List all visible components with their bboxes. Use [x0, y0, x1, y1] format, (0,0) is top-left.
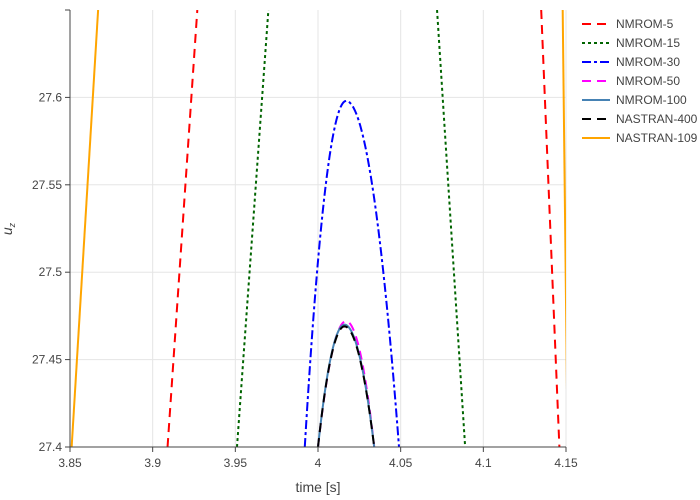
y-axis-title-subscript: z	[7, 222, 17, 228]
legend-item[interactable]: NASTRAN-400	[582, 112, 698, 126]
series-line	[303, 99, 401, 447]
legend-item[interactable]: NMROM-100	[582, 93, 687, 107]
legend-label: NMROM-5	[616, 17, 674, 31]
legend-item[interactable]: NMROM-50	[582, 74, 680, 88]
legend-label: NASTRAN-400	[616, 112, 698, 126]
series-line	[436, 10, 467, 447]
y-tick-label: 27.45	[32, 353, 62, 367]
series-line	[70, 10, 100, 447]
legend-label: NMROM-50	[616, 74, 680, 88]
series-line	[317, 325, 376, 447]
legend-item[interactable]: NMROM-15	[582, 36, 680, 50]
axes: 3.85 3.9 3.95 4 4.05 4.1 4.15 27.4 27.45 27.5 27.5…	[32, 9, 578, 470]
x-tick-label: 3.9	[144, 456, 161, 470]
legend-label: NMROM-100	[616, 93, 687, 107]
legend-label: NMROM-15	[616, 36, 680, 50]
y-tick-label: 27.4	[39, 440, 63, 454]
x-tick-label: 3.95	[224, 456, 248, 470]
legend-item[interactable]: NMROM-30	[582, 55, 680, 69]
x-tick-label: 4.05	[389, 456, 413, 470]
legend-item[interactable]: NASTRAN-109	[582, 131, 698, 145]
series-line	[166, 10, 199, 447]
y-axis-title: uz	[0, 222, 17, 235]
y-tick-label: 27.6	[39, 90, 63, 104]
x-axis-title: time [s]	[295, 479, 340, 495]
x-tick-label: 4.1	[475, 456, 492, 470]
series-line	[540, 10, 561, 447]
series-lines	[70, 10, 566, 447]
legend: NMROM-5 NMROM-15 NMROM-30 NMROM-50 NMROM-100…	[582, 17, 698, 145]
y-tick-label: 27.55	[32, 178, 62, 192]
x-tick-label: 4	[315, 456, 322, 470]
legend-label: NMROM-30	[616, 55, 680, 69]
y-axis-title-base: u	[0, 227, 15, 235]
x-tick-label: 3.85	[58, 456, 82, 470]
series-line	[561, 10, 566, 390]
legend-item[interactable]: NMROM-5	[582, 17, 674, 31]
y-tick-label: 27.5	[39, 265, 63, 279]
x-tick-label: 4.15	[554, 456, 578, 470]
legend-label: NASTRAN-109	[616, 131, 698, 145]
series-line	[235, 10, 270, 447]
